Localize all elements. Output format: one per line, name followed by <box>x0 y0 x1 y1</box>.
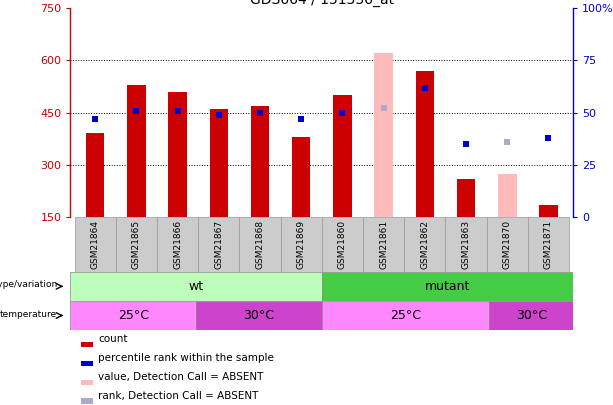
Bar <box>416 71 434 217</box>
Bar <box>116 217 157 272</box>
Bar <box>281 217 322 272</box>
Bar <box>80 398 93 403</box>
Bar <box>489 301 573 330</box>
Bar <box>322 301 489 330</box>
Text: value, Detection Call = ABSENT: value, Detection Call = ABSENT <box>98 372 264 382</box>
Text: GSM21864: GSM21864 <box>91 220 100 269</box>
Text: GSM21863: GSM21863 <box>462 220 471 269</box>
Text: GSM21870: GSM21870 <box>503 220 512 269</box>
Text: 25°C: 25°C <box>390 309 421 322</box>
Bar <box>251 106 269 217</box>
Text: 30°C: 30°C <box>516 309 547 322</box>
Bar <box>292 137 311 217</box>
Text: wt: wt <box>189 280 204 293</box>
Bar <box>375 53 393 217</box>
Title: GDS664 / 151536_at: GDS664 / 151536_at <box>249 0 394 7</box>
Text: GSM21865: GSM21865 <box>132 220 141 269</box>
Text: 30°C: 30°C <box>243 309 275 322</box>
Bar <box>86 134 104 217</box>
Bar <box>157 217 198 272</box>
Text: genotype/variation: genotype/variation <box>0 280 58 290</box>
Text: GSM21861: GSM21861 <box>379 220 388 269</box>
Bar <box>528 217 569 272</box>
Bar <box>127 85 146 217</box>
Bar <box>498 173 517 217</box>
Bar <box>404 217 446 272</box>
Text: mutant: mutant <box>425 280 470 293</box>
Text: 25°C: 25°C <box>118 309 149 322</box>
Bar <box>333 95 352 217</box>
Bar <box>70 301 196 330</box>
Bar <box>80 342 93 347</box>
Text: GSM21860: GSM21860 <box>338 220 347 269</box>
Bar <box>457 179 475 217</box>
Text: GSM21866: GSM21866 <box>173 220 182 269</box>
Bar <box>70 272 322 301</box>
Bar <box>322 217 363 272</box>
Text: count: count <box>98 335 128 344</box>
Bar <box>487 217 528 272</box>
Bar <box>210 109 228 217</box>
Bar <box>196 301 322 330</box>
Bar <box>240 217 281 272</box>
Text: GSM21868: GSM21868 <box>256 220 265 269</box>
Bar <box>169 92 187 217</box>
Text: GSM21869: GSM21869 <box>297 220 306 269</box>
Bar <box>539 205 558 217</box>
Bar <box>75 217 116 272</box>
Bar <box>446 217 487 272</box>
Bar <box>80 361 93 366</box>
Bar <box>363 217 404 272</box>
Text: temperature: temperature <box>0 309 58 319</box>
Bar <box>198 217 240 272</box>
Text: rank, Detection Call = ABSENT: rank, Detection Call = ABSENT <box>98 391 259 401</box>
Text: GSM21862: GSM21862 <box>421 220 429 269</box>
Bar <box>322 272 573 301</box>
Text: GSM21871: GSM21871 <box>544 220 553 269</box>
Text: percentile rank within the sample: percentile rank within the sample <box>98 353 274 363</box>
Text: GSM21867: GSM21867 <box>215 220 223 269</box>
Bar <box>80 379 93 385</box>
